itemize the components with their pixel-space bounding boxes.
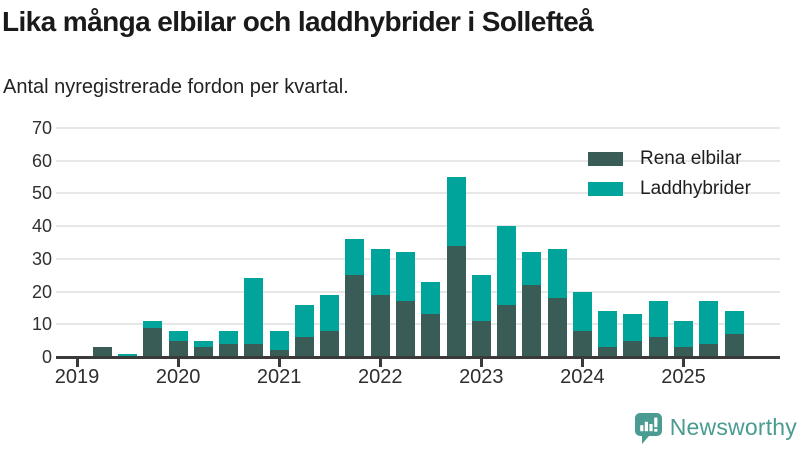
bar-2022Q2-rena-elbilar <box>396 301 415 357</box>
chart-subtitle: Antal nyregistrerade fordon per kvartal. <box>3 76 349 98</box>
y-axis-tick-label: 70 <box>31 118 52 138</box>
bar-2021Q3-rena-elbilar <box>320 330 340 357</box>
bar-2020Q3-laddhybrider <box>219 330 239 344</box>
y-axis-tick-label: 20 <box>31 281 52 302</box>
legend-item-laddhybrider: Laddhybrider <box>588 178 751 200</box>
bar-2025Q1-rena-elbilar <box>673 347 693 357</box>
bar-2020Q1-laddhybrider <box>168 330 188 341</box>
gridline-y-60 <box>56 159 780 162</box>
bar-2021Q1-laddhybrider <box>269 330 289 351</box>
y-axis-tick-label: 50 <box>31 183 52 204</box>
bar-2021Q4-rena-elbilar <box>345 275 365 357</box>
y-axis-tick-label: 30 <box>31 248 52 269</box>
chart-title: Lika många elbilar och laddhybrider i So… <box>2 6 594 37</box>
bar-2020Q4-laddhybrider <box>244 278 264 344</box>
gridline-y-30 <box>56 257 780 260</box>
bar-2022Q1-rena-elbilar <box>370 294 390 357</box>
bar-2023Q3-rena-elbilar <box>522 285 542 357</box>
bar-2020Q1-rena-elbilar <box>168 340 188 357</box>
bar-2021Q3-laddhybrider <box>320 294 340 331</box>
bar-2022Q3-rena-elbilar <box>421 314 441 357</box>
x-axis-year-label: 2025 <box>661 366 706 388</box>
legend-item-rena-elbilar: Rena elbilar <box>588 148 751 170</box>
legend-swatch-laddhybrider <box>588 182 623 196</box>
x-axis-tick-2023 <box>479 358 483 367</box>
bar-2020Q4-rena-elbilar <box>244 343 264 357</box>
bar-2023Q4-laddhybrider <box>547 249 567 299</box>
x-axis-year-label: 2019 <box>54 366 100 388</box>
bar-2021Q2-laddhybrider <box>294 304 314 338</box>
x-axis-tick-2020 <box>176 358 180 367</box>
bar-2022Q4-rena-elbilar <box>446 245 466 357</box>
gridline-y-50 <box>56 192 780 195</box>
bar-2025Q3-rena-elbilar <box>724 334 744 357</box>
y-axis-tick-label: 60 <box>31 150 52 171</box>
bar-2024Q3-rena-elbilar <box>623 340 643 357</box>
bar-2022Q1-laddhybrider <box>370 249 390 295</box>
bar-2024Q2-laddhybrider <box>598 311 618 348</box>
x-axis-tick-2022 <box>378 358 382 367</box>
legend: Rena elbilar Laddhybrider <box>588 148 751 208</box>
bar-2022Q3-laddhybrider <box>421 281 441 315</box>
y-axis-tick-label: 10 <box>31 314 52 335</box>
bar-2019Q4-laddhybrider <box>143 321 163 328</box>
bar-2024Q3-laddhybrider <box>623 314 643 341</box>
bar-2022Q4-laddhybrider <box>446 177 466 246</box>
x-axis-tick-2021 <box>277 358 281 367</box>
newsworthy-speech-bubble-icon <box>634 413 662 444</box>
bar-2019Q3-laddhybrider <box>118 353 138 357</box>
bar-2019Q4-rena-elbilar <box>143 327 163 357</box>
bar-2020Q2-rena-elbilar <box>193 347 213 357</box>
bar-2021Q1-rena-elbilar <box>269 350 289 357</box>
bar-2024Q4-rena-elbilar <box>648 337 668 357</box>
legend-swatch-rena-elbilar <box>588 152 623 166</box>
gridline-y-10 <box>56 323 780 326</box>
x-axis-tick-2025 <box>681 358 685 367</box>
y-axis-tick-label: 0 <box>41 347 52 367</box>
bar-2023Q2-laddhybrider <box>497 226 517 305</box>
newsworthy-logo: Newsworthy <box>634 411 797 444</box>
x-axis-year-label: 2022 <box>357 366 403 388</box>
newsworthy-wordmark: Newsworthy <box>669 414 797 440</box>
x-axis-year-label: 2021 <box>256 366 302 388</box>
bar-2025Q3-laddhybrider <box>724 311 744 335</box>
bar-2020Q3-rena-elbilar <box>219 343 239 357</box>
x-axis-tick-2024 <box>580 358 584 367</box>
bar-2023Q3-laddhybrider <box>522 252 542 286</box>
x-axis-year-label: 2024 <box>560 366 605 388</box>
bar-2024Q4-laddhybrider <box>648 301 668 338</box>
bar-2023Q1-laddhybrider <box>471 275 491 321</box>
bar-2023Q4-rena-elbilar <box>547 298 567 357</box>
bar-2024Q2-rena-elbilar <box>598 347 618 357</box>
bar-2025Q2-laddhybrider <box>699 301 719 344</box>
x-axis-line <box>56 355 780 359</box>
bar-2021Q4-laddhybrider <box>345 239 365 276</box>
bar-2023Q2-rena-elbilar <box>497 304 517 357</box>
bar-2020Q2-laddhybrider <box>193 340 213 348</box>
bar-2021Q2-rena-elbilar <box>294 337 314 357</box>
gridline-y-20 <box>56 290 780 293</box>
bar-2024Q1-laddhybrider <box>572 291 592 331</box>
bar-2023Q1-rena-elbilar <box>471 321 491 357</box>
y-axis-tick-label: 40 <box>31 216 52 237</box>
bar-2025Q1-laddhybrider <box>673 321 693 348</box>
bar-2022Q2-laddhybrider <box>396 252 415 302</box>
x-axis-tick-2019 <box>75 358 79 367</box>
bar-2024Q1-rena-elbilar <box>572 330 592 357</box>
legend-label-laddhybrider: Laddhybrider <box>640 178 751 199</box>
bar-2025Q2-rena-elbilar <box>699 343 719 357</box>
gridline-y-70 <box>56 127 780 129</box>
gridline-y-40 <box>56 225 780 228</box>
x-axis-year-label: 2020 <box>155 366 201 388</box>
bar-2019Q2-rena-elbilar <box>92 347 112 357</box>
x-axis-year-label: 2023 <box>459 366 504 388</box>
legend-label-rena-elbilar: Rena elbilar <box>640 148 742 169</box>
